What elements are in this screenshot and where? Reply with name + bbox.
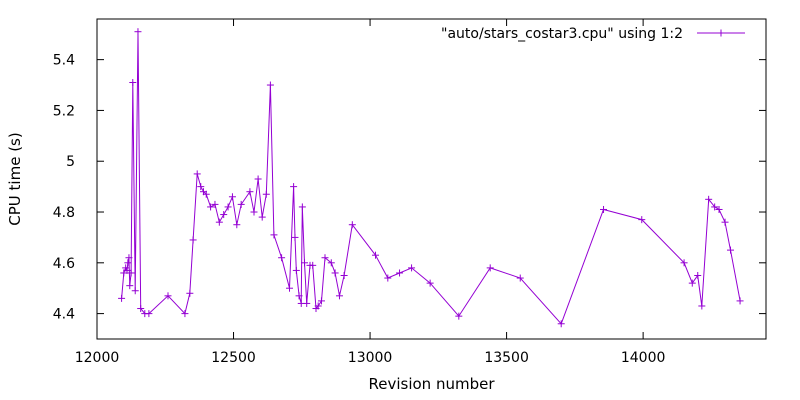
data-point [331, 269, 339, 277]
data-point [600, 205, 608, 213]
data-point [224, 203, 232, 211]
data-point [455, 312, 463, 320]
y-tick-label: 5.4 [53, 53, 75, 69]
series-points [118, 28, 744, 328]
data-point [290, 183, 298, 191]
data-point [486, 264, 494, 272]
series-line [121, 31, 741, 325]
x-tick-label: 14000 [621, 350, 666, 366]
x-axis-label: Revision number [369, 375, 496, 393]
data-point [295, 292, 303, 300]
y-tick-label: 5.2 [53, 103, 75, 119]
data-point [233, 221, 241, 229]
y-tick-label: 4.8 [53, 205, 75, 221]
data-point [193, 170, 201, 178]
data-point [408, 264, 416, 272]
data-point [736, 297, 744, 305]
data-point [557, 320, 565, 328]
data-point [317, 297, 325, 305]
data-point [698, 302, 706, 310]
data-point [220, 211, 228, 219]
data-point [314, 302, 322, 310]
legend-marker-point [717, 29, 725, 37]
legend: "auto/stars_costar3.cpu" using 1:2 [441, 26, 745, 42]
axis-ticks [96, 19, 766, 339]
data-point [321, 254, 329, 262]
x-tick-label: 13500 [484, 350, 529, 366]
data-point [396, 269, 404, 277]
data-point [145, 310, 153, 318]
data-point [126, 282, 134, 290]
data-point [278, 254, 286, 262]
data-point [680, 259, 688, 267]
data-point [164, 292, 172, 300]
data-point [348, 221, 356, 229]
y-tick-label: 4.6 [53, 256, 75, 272]
data-point [270, 231, 278, 239]
data-point [335, 292, 343, 300]
x-tick-label: 12500 [211, 350, 256, 366]
data-point [137, 305, 145, 313]
y-axis-label: CPU time (s) [6, 132, 24, 225]
data-point [202, 190, 210, 198]
data-point [715, 205, 723, 213]
x-tick-label: 12000 [75, 350, 120, 366]
data-point [129, 78, 137, 86]
data-point [127, 269, 135, 277]
plot-frame [96, 18, 767, 340]
data-point [124, 259, 132, 267]
data-point [181, 310, 189, 318]
data-point [688, 279, 696, 287]
data-point [258, 213, 266, 221]
data-point [711, 203, 719, 211]
data-point [266, 81, 274, 89]
legend-label: "auto/stars_costar3.cpu" using 1:2 [441, 26, 683, 42]
data-point [327, 259, 335, 267]
data-point [123, 266, 131, 274]
data-point [516, 274, 524, 282]
data-point [694, 272, 702, 280]
data-point [186, 289, 194, 297]
data-point [211, 200, 219, 208]
data-point [301, 259, 309, 267]
data-point [721, 218, 729, 226]
legend-marker [717, 29, 725, 37]
data-point [638, 216, 646, 224]
data-point [426, 279, 434, 287]
data-point [298, 203, 306, 211]
data-point [197, 183, 205, 191]
data-point [309, 261, 317, 269]
data-point [254, 175, 262, 183]
y-tick-label: 4.4 [53, 307, 75, 323]
data-point [291, 233, 299, 241]
axis-tick-labels: 12000 12500 13000 13500 14000 4.4 4.6 4.8 5 5.2 5.… [53, 53, 666, 366]
data-point [262, 190, 270, 198]
data-point [246, 188, 254, 196]
data-point [134, 28, 142, 36]
data-point [228, 193, 236, 201]
y-tick-label: 5 [66, 154, 75, 170]
data-point [303, 299, 311, 307]
x-tick-label: 13000 [348, 350, 393, 366]
data-point [340, 272, 348, 280]
data-point [125, 254, 133, 262]
data-point [727, 246, 735, 254]
data-point [237, 200, 245, 208]
data-point [384, 274, 392, 282]
data-point [118, 294, 126, 302]
data-point [705, 195, 713, 203]
data-point [286, 284, 294, 292]
data-point [215, 218, 223, 226]
data-point [207, 203, 215, 211]
data-point [372, 251, 380, 259]
data-point [250, 208, 258, 216]
data-point [292, 266, 300, 274]
data-point [131, 287, 139, 295]
data-point [189, 236, 197, 244]
